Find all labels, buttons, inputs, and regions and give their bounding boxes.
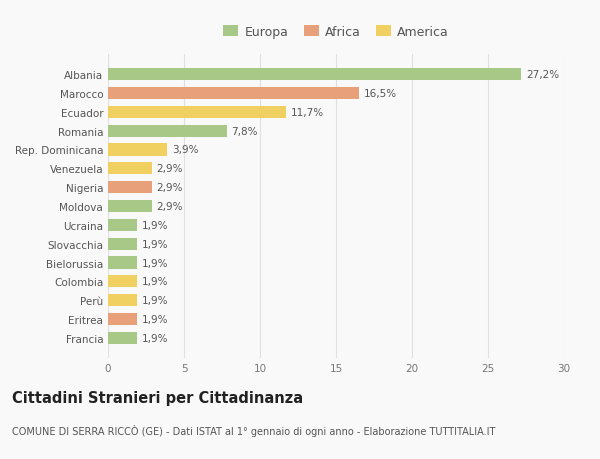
Bar (108, 257, 137, 269)
Bar (108, 219, 137, 231)
Text: 1,9%: 1,9% (142, 314, 168, 325)
Bar (108, 163, 152, 175)
Bar (108, 332, 137, 344)
Text: 1,9%: 1,9% (142, 239, 168, 249)
Text: 27,2%: 27,2% (526, 70, 559, 80)
Text: 1,9%: 1,9% (142, 333, 168, 343)
Bar (108, 144, 167, 156)
Bar (108, 182, 152, 194)
Bar (108, 88, 359, 100)
Bar (108, 201, 152, 213)
Bar (108, 276, 137, 288)
Text: 11,7%: 11,7% (290, 107, 323, 118)
Text: COMUNE DI SERRA RICCÒ (GE) - Dati ISTAT al 1° gennaio di ogni anno - Elaborazion: COMUNE DI SERRA RICCÒ (GE) - Dati ISTAT … (12, 425, 496, 437)
Text: Cittadini Stranieri per Cittadinanza: Cittadini Stranieri per Cittadinanza (12, 390, 303, 405)
Text: 2,9%: 2,9% (157, 183, 183, 193)
Bar (108, 238, 137, 250)
Bar (108, 106, 286, 119)
Text: 1,9%: 1,9% (142, 220, 168, 230)
Text: 1,9%: 1,9% (142, 258, 168, 268)
Text: 1,9%: 1,9% (142, 277, 168, 287)
Text: 7,8%: 7,8% (231, 126, 257, 136)
Bar (108, 125, 227, 137)
Text: 16,5%: 16,5% (364, 89, 397, 99)
Bar (108, 294, 137, 307)
Text: 3,9%: 3,9% (172, 145, 199, 155)
Legend: Europa, Africa, America: Europa, Africa, America (220, 22, 452, 42)
Text: 2,9%: 2,9% (157, 164, 183, 174)
Bar (108, 313, 137, 325)
Text: 2,9%: 2,9% (157, 202, 183, 212)
Text: 1,9%: 1,9% (142, 296, 168, 306)
Bar (108, 69, 521, 81)
